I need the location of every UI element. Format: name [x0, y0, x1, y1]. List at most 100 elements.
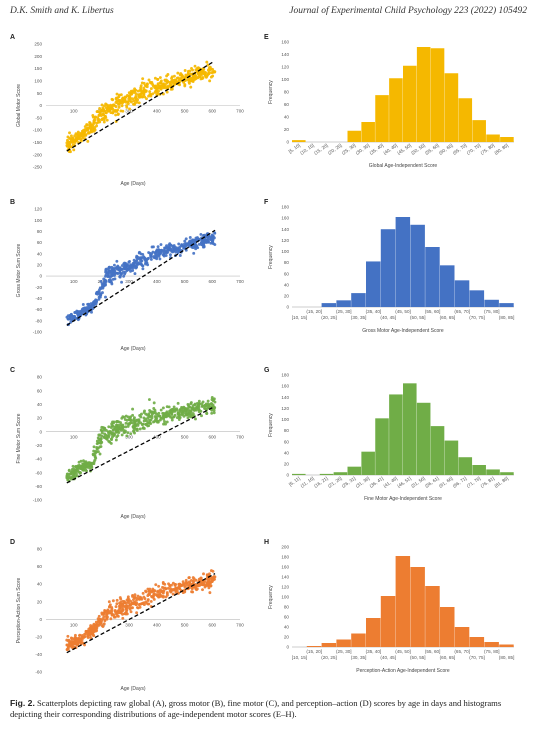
data-point [196, 583, 199, 587]
data-point [102, 104, 106, 108]
data-point [202, 240, 206, 244]
data-point [65, 472, 69, 476]
data-point [111, 111, 115, 115]
x-tick-label: (65, 70] [454, 309, 470, 314]
data-point [144, 600, 148, 604]
data-point [167, 582, 171, 586]
data-point [81, 303, 85, 306]
data-point [131, 593, 134, 597]
y-tick-label: -80 [35, 484, 42, 489]
data-point [119, 597, 123, 601]
data-point [129, 415, 132, 419]
data-point [85, 128, 89, 132]
data-point [131, 413, 135, 417]
panel-label: A [10, 34, 15, 41]
data-point [86, 631, 90, 634]
data-point [72, 467, 76, 471]
data-point [193, 583, 197, 586]
data-point [164, 422, 167, 426]
data-point [193, 64, 197, 68]
data-point [197, 407, 201, 411]
data-point [98, 106, 102, 110]
data-point [119, 423, 123, 427]
y-tick-label: 200 [34, 54, 42, 59]
data-point [135, 96, 138, 100]
x-tick-label: (70, 75] [466, 143, 482, 156]
data-point [97, 620, 101, 624]
data-point [168, 253, 172, 257]
data-point [149, 257, 153, 261]
data-point [126, 604, 130, 608]
data-point [129, 92, 133, 95]
data-point [128, 603, 132, 607]
data-point [115, 423, 119, 427]
data-point [118, 266, 122, 270]
data-point [93, 125, 97, 129]
data-point [142, 255, 146, 259]
histogram-bar [458, 457, 473, 475]
y-tick-label: 180 [281, 373, 289, 378]
y-tick-label: 160 [281, 216, 289, 221]
data-point [157, 411, 161, 415]
data-point [138, 605, 142, 609]
data-point [213, 70, 216, 74]
data-point [174, 248, 178, 252]
data-point [78, 634, 81, 637]
y-tick-label: 180 [281, 205, 289, 210]
x-tick-label: (20, 25] [327, 143, 343, 156]
data-point [76, 318, 80, 322]
y-tick-label: -20 [35, 443, 42, 448]
data-point [208, 79, 212, 83]
data-point [121, 415, 125, 419]
data-point [102, 113, 105, 116]
histogram-bar [395, 217, 411, 307]
x-tick-label: 100 [70, 622, 78, 627]
data-point [96, 116, 100, 120]
data-point [178, 587, 182, 591]
data-point [116, 108, 120, 112]
y-tick-label: -60 [35, 470, 42, 475]
y-tick-label: 20 [284, 127, 290, 132]
data-point [194, 587, 198, 590]
data-point [117, 611, 121, 615]
data-point [161, 406, 165, 410]
x-tick-label: (11, 16] [300, 476, 315, 489]
data-point [141, 77, 145, 81]
data-point [123, 95, 127, 99]
x-tick-label: 600 [208, 109, 216, 114]
data-point [72, 315, 76, 319]
x-tick-label: (26, 31] [341, 476, 357, 489]
data-point [191, 412, 195, 416]
data-point [177, 242, 181, 246]
y-axis-label: Frequency [268, 80, 274, 104]
histogram-bar [366, 261, 381, 307]
data-point [73, 311, 77, 314]
data-point [212, 575, 216, 579]
x-tick-label: 100 [70, 435, 78, 440]
data-point [83, 632, 87, 636]
data-point [166, 412, 170, 416]
histogram-panel-fine-motor: G 0 20 40 60 80 100 120 140 160 180 [6, 11](11, 16]… [264, 367, 514, 502]
data-point [163, 420, 167, 424]
data-point [67, 145, 71, 149]
x-tick-label: 100 [70, 279, 78, 284]
data-point [92, 449, 96, 453]
data-point [116, 614, 120, 618]
data-point [182, 246, 186, 250]
x-tick-label: (71, 76] [466, 476, 482, 489]
data-point [141, 264, 145, 268]
data-point [205, 411, 209, 415]
data-point [162, 248, 166, 252]
data-point [139, 415, 143, 419]
data-point [170, 418, 174, 422]
data-point [181, 409, 185, 413]
histogram-bar [306, 646, 322, 647]
x-tick-label: (75, 80] [484, 649, 500, 654]
data-point [74, 139, 78, 142]
data-point [152, 588, 156, 592]
data-point [134, 88, 138, 92]
data-point [95, 447, 99, 451]
data-point [206, 581, 210, 585]
data-point [138, 427, 142, 431]
data-point [78, 470, 82, 474]
